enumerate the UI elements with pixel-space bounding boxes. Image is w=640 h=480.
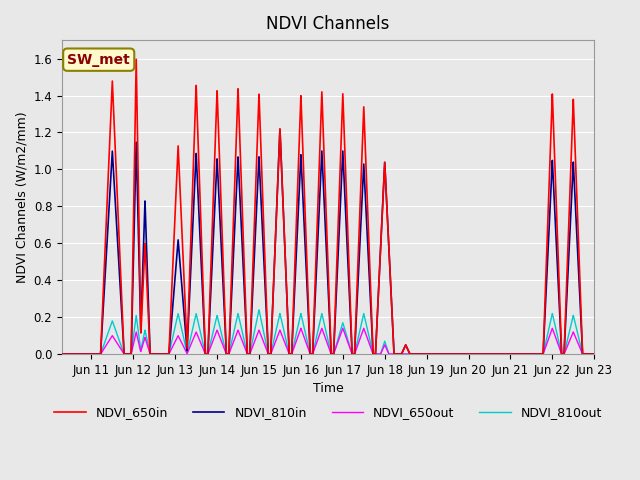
NDVI_650in (591, 351, 598, 357)
Text: SW_met: SW_met (67, 53, 130, 67)
NDVI_650out (481, 351, 489, 357)
NDVI_810out (481, 351, 489, 357)
NDVI_810in (58, 351, 66, 357)
NDVI_650out (318, 325, 326, 331)
Line: NDVI_650in: NDVI_650in (62, 60, 595, 354)
NDVI_810out (453, 351, 461, 357)
Title: NDVI Channels: NDVI Channels (266, 15, 390, 33)
NDVI_810in (591, 351, 598, 357)
NDVI_810out (396, 351, 404, 357)
NDVI_650out (85, 351, 93, 357)
NDVI_650in (453, 351, 461, 357)
NDVI_810out (251, 327, 259, 333)
NDVI_650in (132, 57, 140, 62)
NDVI_810in (85, 351, 93, 357)
NDVI_650in (58, 351, 66, 357)
NDVI_810out (373, 351, 381, 357)
NDVI_650out (58, 351, 66, 357)
NDVI_650in (481, 351, 489, 357)
NDVI_650out (591, 351, 598, 357)
NDVI_810in (251, 245, 259, 251)
NDVI_650in (251, 210, 259, 216)
NDVI_650out (251, 338, 259, 344)
NDVI_810in (481, 351, 489, 357)
NDVI_810out (255, 307, 263, 313)
NDVI_650out (396, 351, 404, 357)
NDVI_810out (591, 351, 598, 357)
NDVI_650in (373, 320, 381, 325)
NDVI_810in (453, 351, 461, 357)
X-axis label: Time: Time (313, 383, 344, 396)
NDVI_650out (453, 351, 461, 357)
NDVI_650in (396, 351, 404, 357)
NDVI_650out (373, 351, 381, 357)
Line: NDVI_810out: NDVI_810out (62, 310, 595, 354)
NDVI_810in (373, 320, 381, 325)
Legend: NDVI_650in, NDVI_810in, NDVI_650out, NDVI_810out: NDVI_650in, NDVI_810in, NDVI_650out, NDV… (49, 401, 607, 424)
Line: NDVI_810in: NDVI_810in (62, 129, 595, 354)
NDVI_810in (276, 126, 284, 132)
Y-axis label: NDVI Channels (W/m2/mm): NDVI Channels (W/m2/mm) (15, 111, 28, 283)
Line: NDVI_650out: NDVI_650out (62, 328, 595, 354)
NDVI_810in (396, 351, 404, 357)
NDVI_650in (85, 351, 93, 357)
NDVI_810out (85, 351, 93, 357)
NDVI_810out (58, 351, 66, 357)
